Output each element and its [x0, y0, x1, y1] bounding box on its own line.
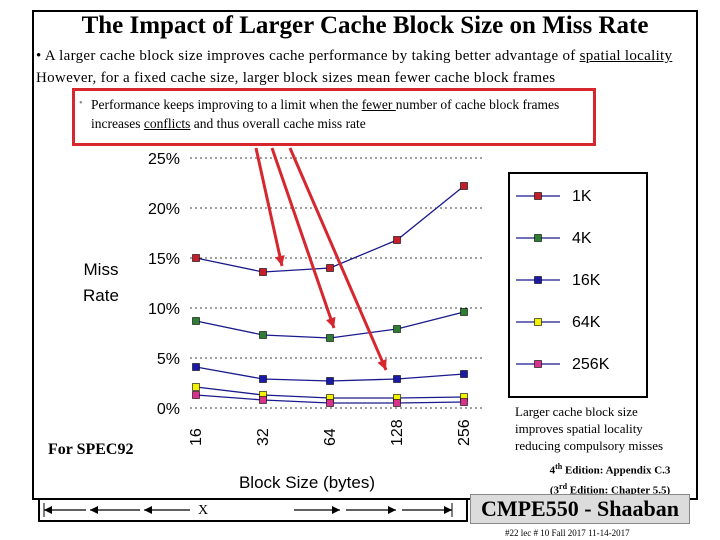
forward-icon — [332, 506, 340, 514]
data-point-1K — [192, 254, 200, 262]
data-point-16K — [460, 370, 468, 378]
data-point-256K — [192, 391, 200, 399]
note-line-2: improves spatial locality — [515, 421, 643, 436]
note-line-3: reducing compulsory misses — [515, 438, 664, 453]
data-point-256K — [393, 399, 401, 407]
y-tick-label: 10% — [148, 301, 180, 318]
callout-text-3: and thus overall cache miss rate — [190, 116, 366, 131]
callout-arrow — [270, 147, 336, 329]
legend-entry: 4K — [572, 230, 592, 247]
legend-entry: 16K — [572, 272, 601, 289]
slide-footer: #22 lec # 10 Fall 2017 11-14-2017 — [505, 528, 630, 538]
data-point-256K — [259, 396, 267, 404]
previous-slide-icon — [90, 506, 98, 514]
data-point-4K — [393, 325, 401, 333]
navigation-arrows — [43, 503, 453, 517]
edition-2-sup: rd — [559, 481, 568, 491]
nav-x-marker[interactable]: X — [198, 503, 209, 518]
last-slide-icon — [444, 506, 452, 514]
note-line-1: Larger cache block size — [515, 404, 638, 419]
legend-entry: 256K — [572, 356, 610, 373]
callout-underline-2: conflicts — [143, 116, 191, 131]
legend-entry: 64K — [572, 314, 601, 331]
gridlines — [190, 157, 484, 409]
callout-arrowhead — [274, 255, 285, 266]
bullet-text-1: A larger cache block size improves cache… — [44, 48, 580, 64]
callout-arrowhead — [326, 316, 336, 328]
data-point-16K — [393, 375, 401, 383]
x-tick-label: 16 — [188, 428, 205, 446]
y-tick-label: 5% — [157, 351, 180, 368]
edition-2-post: Edition: Chapter 5.5) — [567, 484, 671, 497]
data-point-1K — [460, 182, 468, 190]
data-point-4K — [259, 331, 267, 339]
edition-reference: 4th Edition: Appendix C.3 (3rd Edition: … — [520, 459, 700, 498]
callout-arrowhead — [377, 358, 387, 370]
data-point-256K — [460, 398, 468, 406]
y-tick-labels: 0% 5% 10% 15% 20% 25% — [148, 151, 180, 418]
edition-1-sup: th — [555, 462, 563, 471]
data-point-4K — [326, 334, 334, 342]
callout-arrow — [288, 147, 388, 371]
callout-arrow — [254, 147, 284, 267]
data-point-256K — [326, 399, 334, 407]
slide-navigation-bar[interactable]: X — [38, 498, 468, 522]
x-tick-label: 128 — [389, 419, 406, 446]
y-tick-label: 0% — [157, 401, 180, 418]
edition-1-pre: 4 — [549, 464, 556, 477]
callout-box: • Performance keeps improving to a limit… — [72, 88, 596, 146]
legend-marker — [534, 360, 542, 368]
y-axis-label-line2: Rate — [83, 286, 119, 305]
data-point-16K — [192, 363, 200, 371]
spec-label: For SPEC92 — [48, 441, 134, 458]
x-tick-labels: 16 32 64 128 256 — [188, 419, 473, 446]
x-tick-label: 256 — [456, 419, 473, 446]
main-bullet: • A larger cache block size improves cac… — [36, 45, 696, 89]
y-tick-label: 15% — [148, 251, 180, 268]
legend-entry: 1K — [572, 188, 592, 205]
back-icon — [144, 506, 152, 514]
y-tick-label: 20% — [148, 201, 180, 218]
bullet-marker: • — [36, 48, 42, 64]
legend-marker — [534, 318, 542, 326]
series-line-1K — [195, 185, 465, 273]
y-tick-label: 25% — [148, 151, 180, 168]
legend-marker — [534, 276, 542, 284]
y-axis-label-line1: Miss — [84, 260, 119, 279]
legend-marker — [534, 192, 542, 200]
edition-2-pre: (3 — [549, 484, 560, 497]
bullet-text-2: However, for a fixed cache size, larger … — [36, 70, 556, 86]
callout-text-1: Performance keeps improving to a limit w… — [91, 97, 362, 112]
chart-series — [192, 182, 468, 407]
data-point-1K — [326, 264, 334, 272]
first-slide-icon — [44, 506, 52, 514]
x-tick-label: 64 — [322, 428, 339, 446]
callout-text-2: number of cache block frames increases — [91, 97, 560, 131]
legend-box: 1K 4K 16K 64K 256K — [508, 172, 648, 398]
data-point-4K — [460, 308, 468, 316]
bullet-underline-1: spatial locality — [579, 48, 673, 64]
data-point-16K — [326, 377, 334, 385]
data-point-64K — [192, 383, 200, 391]
data-point-1K — [393, 236, 401, 244]
spatial-locality-note: Larger cache block size improves spatial… — [515, 403, 663, 454]
callout-marker: • — [79, 98, 83, 109]
data-point-16K — [259, 375, 267, 383]
next-slide-icon — [388, 506, 396, 514]
course-banner: CMPE550 - Shaaban — [470, 494, 690, 524]
x-tick-label: 32 — [255, 428, 272, 446]
legend: 1K 4K 16K 64K 256K — [516, 188, 610, 373]
edition-1-post: Edition: Appendix C.3 — [562, 464, 671, 477]
x-axis-label: Block Size (bytes) — [239, 473, 375, 492]
callout-arrows — [254, 147, 388, 371]
data-point-1K — [259, 268, 267, 276]
callout-underline-1: fewer — [361, 97, 396, 112]
legend-marker — [534, 234, 542, 242]
data-point-4K — [192, 317, 200, 325]
slide-title: The Impact of Larger Cache Block Size on… — [81, 12, 649, 39]
